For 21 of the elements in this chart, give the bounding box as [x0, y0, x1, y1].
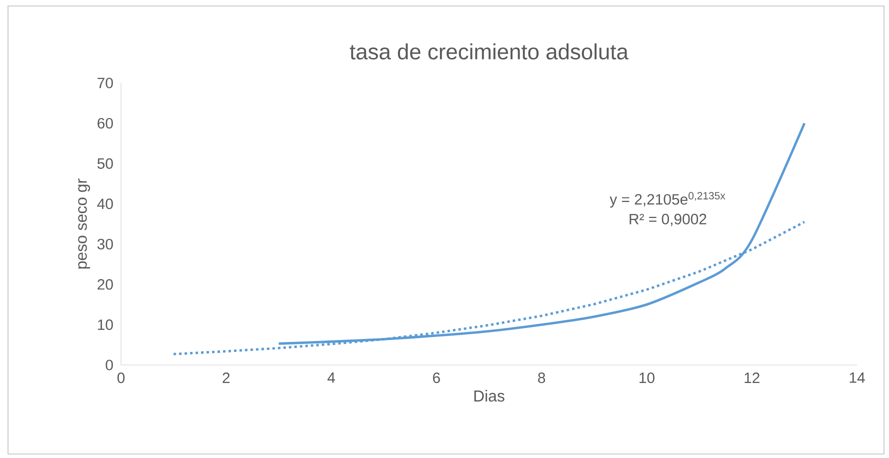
- x-tick-label: 2: [222, 372, 230, 383]
- x-tick-label: 6: [433, 372, 440, 384]
- y-tick-label: 50: [97, 158, 113, 169]
- y-tick-label: 10: [98, 319, 113, 330]
- y-tick-label: 40: [97, 198, 113, 210]
- y-tick-label: 20: [98, 279, 113, 290]
- y-tick-label: 30: [97, 238, 113, 250]
- x-tick-label: 12: [744, 372, 760, 383]
- y-tick-label: 70: [98, 78, 113, 88]
- y-axis-title: peso seco gr: [78, 178, 90, 269]
- annotation: y = 2,2105e$^{0,2135x}$: [610, 192, 726, 208]
- chart-title: tasa de crecimiento adsoluta: [350, 43, 628, 60]
- x-tick-label: 8: [538, 372, 546, 384]
- y-tick-label: 0: [106, 360, 113, 370]
- x-tick-label: 4: [327, 372, 336, 383]
- x-tick-label: 0: [117, 372, 125, 384]
- x-axis-title: Dias: [474, 390, 504, 402]
- x-tick-label: 10: [640, 372, 654, 384]
- y-tick-label: 60: [98, 118, 113, 129]
- annotation: R² = 0,9002: [630, 214, 706, 226]
- x-tick-label: 14: [850, 372, 865, 383]
